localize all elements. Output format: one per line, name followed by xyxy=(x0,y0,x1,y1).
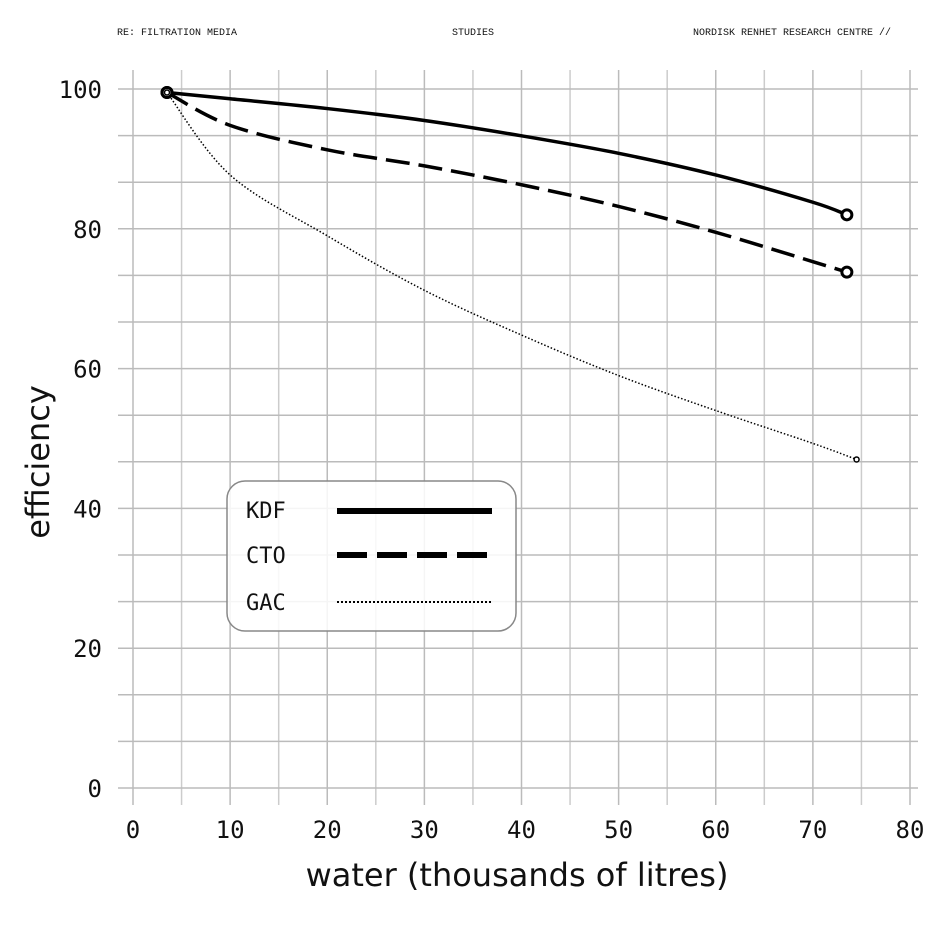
y-tick-label: 0 xyxy=(88,775,102,803)
header-left: RE: FILTRATION MEDIA xyxy=(117,28,238,39)
x-tick-label: 20 xyxy=(313,816,342,844)
tick-labels: 0 10 20 30 40 50 60 70 80 0 20 40 60 80 100 xyxy=(59,76,925,844)
x-tick-label: 50 xyxy=(604,816,633,844)
x-tick-label: 70 xyxy=(798,816,827,844)
series-line-gac xyxy=(166,92,857,461)
grid xyxy=(118,70,918,805)
y-tick-label: 80 xyxy=(73,216,102,244)
header-center: STUDIES xyxy=(452,28,495,39)
legend-label-gac: GAC xyxy=(246,591,286,616)
legend: KDF CTO GAC xyxy=(226,480,517,632)
x-axis-label: water (thousands of litres) xyxy=(306,856,729,894)
header-right: NORDISK RENHET RESEARCH CENTRE // xyxy=(693,28,892,39)
legend-box xyxy=(226,480,517,632)
data-point-gac xyxy=(853,456,860,463)
y-tick-label: 20 xyxy=(73,635,102,663)
data-point-cto xyxy=(840,265,854,279)
data-point-kdf xyxy=(840,208,854,222)
x-tick-label: 60 xyxy=(701,816,730,844)
x-tick-label: 10 xyxy=(216,816,245,844)
series-line-cto xyxy=(166,90,848,274)
series-line-kdf xyxy=(166,90,848,217)
legend-label-cto: CTO xyxy=(246,544,286,569)
y-tick-label: 60 xyxy=(73,356,102,384)
y-tick-label: 40 xyxy=(73,495,102,523)
y-axis-label: efficiency xyxy=(19,385,57,539)
y-tick-label: 100 xyxy=(59,76,102,104)
data-point-gac xyxy=(163,89,171,96)
x-tick-label: 30 xyxy=(410,816,439,844)
x-tick-label: 0 xyxy=(126,816,140,844)
series-lines xyxy=(160,85,860,463)
x-tick-label: 80 xyxy=(896,816,925,844)
legend-label-kdf: KDF xyxy=(246,499,286,524)
x-tick-label: 40 xyxy=(507,816,536,844)
